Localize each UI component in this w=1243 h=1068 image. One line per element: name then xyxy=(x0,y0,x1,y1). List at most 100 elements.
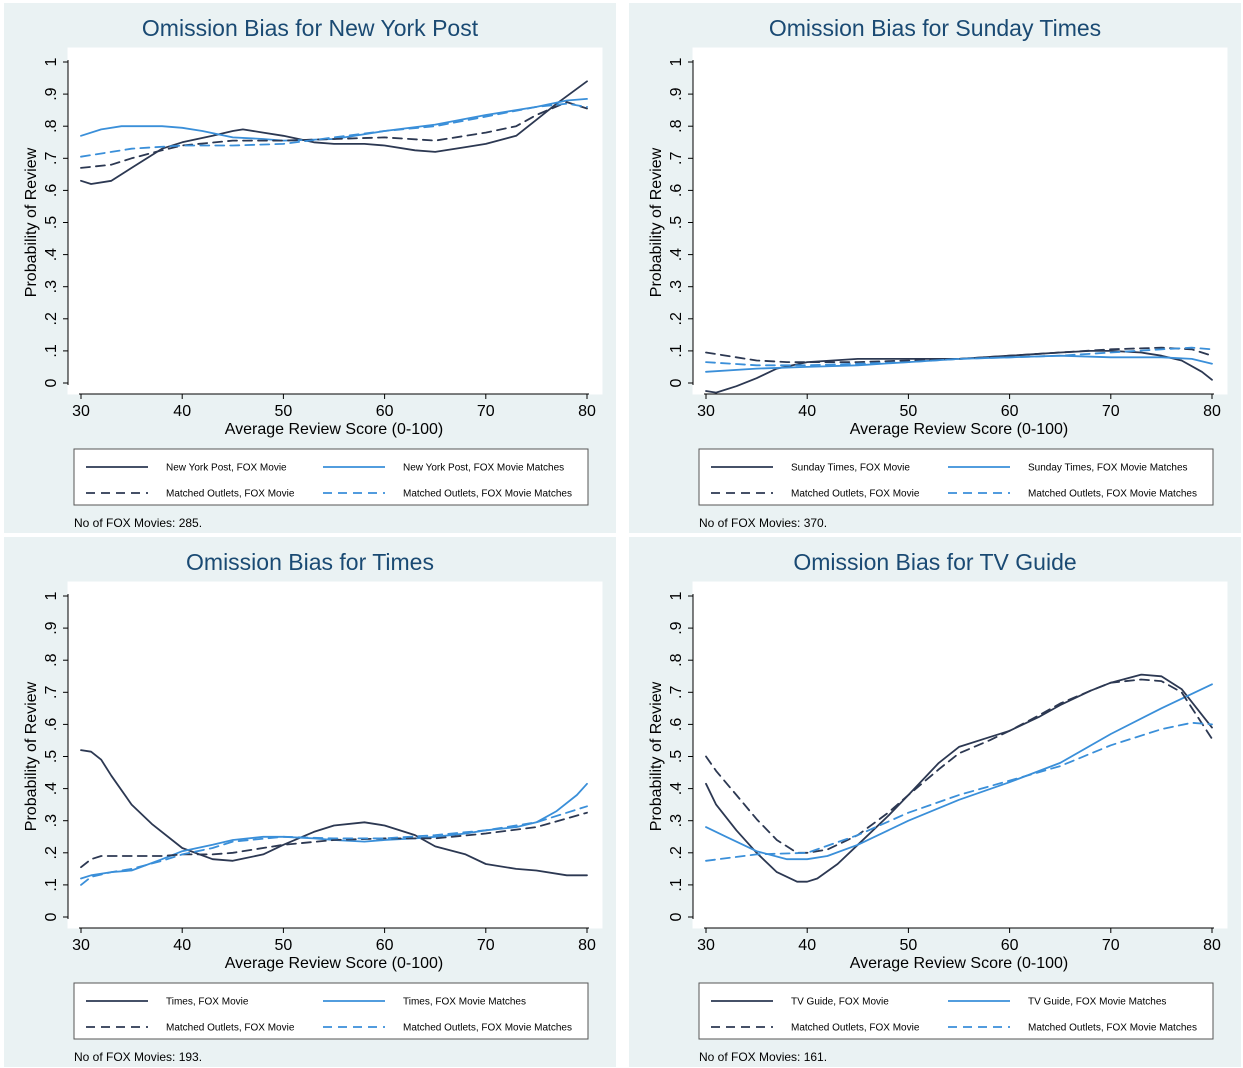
legend-box xyxy=(698,982,1214,1040)
x-axis-label: Average Review Score (0-100) xyxy=(225,421,443,438)
movie-count-note: No of FOX Movies: 193. xyxy=(74,1050,203,1064)
chart-svg: 0 .1 .2 .3 .4 .5 .6 .7 .8 .9 1 Probability of Revie… xyxy=(648,47,1228,506)
x-tick-label: 30 xyxy=(697,937,715,954)
x-tick-label: 50 xyxy=(275,937,293,954)
y-axis-label: Probability of Review xyxy=(23,147,40,297)
x-tick-label: 70 xyxy=(477,937,495,954)
y-tick-label: .4 xyxy=(43,782,60,795)
legend-label: Times, FOX Movie Matches xyxy=(403,997,526,1008)
y-tick-label: .6 xyxy=(668,184,685,197)
legend-box xyxy=(698,448,1214,506)
y-tick-label: .9 xyxy=(43,621,60,634)
y-tick-label: .5 xyxy=(668,750,685,763)
chart-panel-times: 0 .1 .2 .3 .4 .5 .6 .7 .8 .9 1 Probability of Revie… xyxy=(4,537,616,1067)
x-tick-label: 70 xyxy=(1102,403,1120,420)
chart-svg: 0 .1 .2 .3 .4 .5 .6 .7 .8 .9 1 Probability of Revie… xyxy=(23,581,603,1040)
y-tick-label: .8 xyxy=(43,653,60,666)
chart-title: Omission Bias for New York Post xyxy=(141,15,479,41)
x-axis-label: Average Review Score (0-100) xyxy=(850,421,1068,438)
series-line xyxy=(705,346,1213,367)
x-axis-label: Average Review Score (0-100) xyxy=(850,955,1068,972)
plot-area xyxy=(692,581,1228,929)
y-tick-label: .4 xyxy=(668,248,685,261)
series-line xyxy=(705,678,1213,854)
x-tick-label: 80 xyxy=(1203,403,1221,420)
legend-label: Matched Outlets, FOX Movie xyxy=(166,1023,295,1034)
x-tick-label: 30 xyxy=(72,937,90,954)
y-tick-label: .7 xyxy=(668,686,685,699)
y-tick-label: 0 xyxy=(43,912,60,921)
y-axis-label: Probability of Review xyxy=(648,147,665,297)
chart-title: Omission Bias for Sunday Times xyxy=(768,15,1102,41)
legend-label: Matched Outlets, FOX Movie Matches xyxy=(1028,1023,1197,1034)
y-tick-label: .9 xyxy=(668,621,685,634)
legend-label: TV Guide, FOX Movie xyxy=(791,997,889,1008)
x-tick-label: 40 xyxy=(798,937,816,954)
plot-area xyxy=(67,47,603,395)
x-tick-label: 50 xyxy=(900,403,918,420)
y-tick-label: .2 xyxy=(43,312,60,325)
y-tick-label: .3 xyxy=(668,814,685,827)
y-tick-label: .7 xyxy=(668,152,685,165)
x-tick-label: 80 xyxy=(578,403,596,420)
legend-box xyxy=(73,982,589,1040)
y-tick-label: .8 xyxy=(43,119,60,132)
x-tick-label: 80 xyxy=(1203,937,1221,954)
series-line xyxy=(80,98,588,142)
legend-label: Sunday Times, FOX Movie xyxy=(791,463,910,474)
chart-panel-tv-guide: 0 .1 .2 .3 .4 .5 .6 .7 .8 .9 1 Probability of Revie… xyxy=(629,537,1241,1067)
y-tick-label: .5 xyxy=(43,750,60,763)
plot-area xyxy=(67,581,603,929)
y-tick-label: 0 xyxy=(43,378,60,387)
x-tick-label: 60 xyxy=(1001,403,1019,420)
y-tick-label: .3 xyxy=(43,814,60,827)
x-tick-label: 60 xyxy=(1001,937,1019,954)
chart-title: Omission Bias for TV Guide xyxy=(793,549,1077,575)
x-tick-label: 40 xyxy=(173,403,191,420)
chart-svg: 0 .1 .2 .3 .4 .5 .6 .7 .8 .9 1 Probability of Revie… xyxy=(23,47,603,506)
y-tick-label: .9 xyxy=(43,87,60,100)
y-tick-label: .1 xyxy=(43,878,60,891)
y-tick-label: .2 xyxy=(668,846,685,859)
y-tick-label: 1 xyxy=(43,591,60,600)
movie-count-note: No of FOX Movies: 370. xyxy=(699,516,828,530)
chart-title: Omission Bias for Times xyxy=(186,549,434,575)
legend-box xyxy=(73,448,589,506)
series-line xyxy=(80,749,588,877)
y-tick-label: 0 xyxy=(668,912,685,921)
y-tick-label: 1 xyxy=(668,591,685,600)
y-tick-label: .3 xyxy=(668,280,685,293)
movie-count-note: No of FOX Movies: 285. xyxy=(74,516,203,530)
y-tick-label: .5 xyxy=(668,216,685,229)
y-tick-label: 0 xyxy=(668,378,685,387)
x-tick-label: 60 xyxy=(376,937,394,954)
series-line xyxy=(80,101,588,169)
y-tick-label: .4 xyxy=(668,782,685,795)
y-tick-label: .6 xyxy=(668,718,685,731)
series-line xyxy=(705,683,1213,861)
legend-label: Times, FOX Movie xyxy=(166,997,249,1008)
y-tick-label: .6 xyxy=(43,184,60,197)
x-tick-label: 80 xyxy=(578,937,596,954)
y-tick-label: .3 xyxy=(43,280,60,293)
y-tick-label: .9 xyxy=(668,87,685,100)
x-tick-label: 60 xyxy=(376,403,394,420)
y-tick-label: .8 xyxy=(668,119,685,132)
x-tick-label: 30 xyxy=(72,403,90,420)
chart-panel-new-york-post: 0 .1 .2 .3 .4 .5 .6 .7 .8 .9 1 Probability of Revie… xyxy=(4,3,616,533)
legend-label: New York Post, FOX Movie xyxy=(166,463,287,474)
y-tick-label: .2 xyxy=(43,846,60,859)
x-tick-label: 50 xyxy=(275,403,293,420)
legend-label: TV Guide, FOX Movie Matches xyxy=(1028,997,1166,1008)
legend-label: Matched Outlets, FOX Movie Matches xyxy=(403,489,572,500)
movie-count-note: No of FOX Movies: 161. xyxy=(699,1050,828,1064)
legend-label: New York Post, FOX Movie Matches xyxy=(403,463,564,474)
series-line xyxy=(705,673,1213,883)
x-tick-label: 40 xyxy=(798,403,816,420)
y-tick-label: .2 xyxy=(668,312,685,325)
plot-area xyxy=(692,47,1228,395)
x-tick-label: 70 xyxy=(477,403,495,420)
x-axis-label: Average Review Score (0-100) xyxy=(225,955,443,972)
y-tick-label: 1 xyxy=(43,57,60,66)
y-axis-label: Probability of Review xyxy=(23,681,40,831)
